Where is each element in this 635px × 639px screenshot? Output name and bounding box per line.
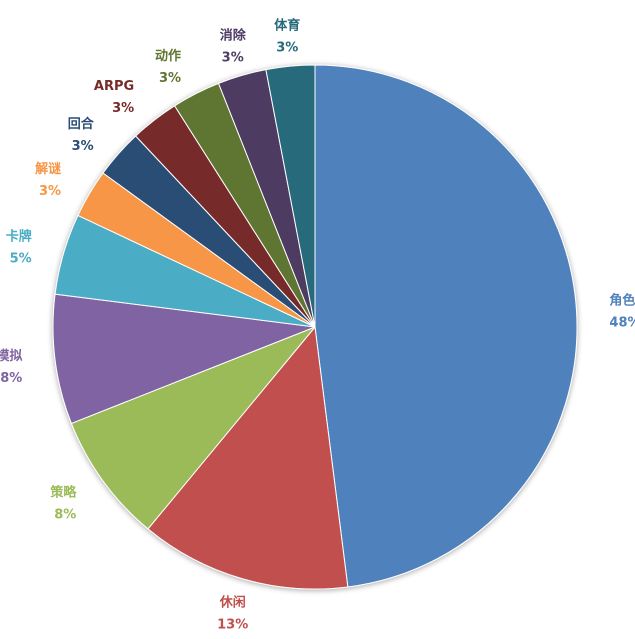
- pie-slice-0: [314, 64, 578, 588]
- pie-slice-label-7: ARPG: [94, 79, 134, 94]
- pie-slice-label-6: 回合: [68, 116, 95, 132]
- pie-slice-value-0: 48%: [609, 315, 635, 330]
- pie-slice-value-8: 3%: [159, 71, 181, 86]
- pie-slice-label-3: 模拟: [0, 348, 22, 364]
- pie-slice-value-10: 3%: [276, 40, 298, 55]
- pie-slice-value-3: 8%: [0, 371, 22, 386]
- pie-slice-10: [265, 64, 316, 328]
- pie-slice-label-5: 解谜: [34, 161, 62, 177]
- pie-slice-value-4: 5%: [10, 252, 32, 267]
- pie-slice-1: [147, 325, 349, 590]
- pie-slice-label-10: 体育: [274, 17, 300, 33]
- pie-slice-value-2: 8%: [54, 507, 76, 522]
- pie-slice-2: [70, 326, 316, 530]
- pie-slice-value-5: 3%: [39, 184, 61, 199]
- pie-slice-label-2: 策略: [50, 484, 77, 500]
- pie-slice-3: [52, 293, 316, 425]
- pie-slice-label-9: 消除: [220, 28, 247, 44]
- pie-slice-value-9: 3%: [222, 51, 244, 66]
- pie-slice-label-8: 动作: [155, 48, 181, 64]
- pie-slice-label-0: 角色: [609, 292, 635, 308]
- pie-slice-label-1: 休闲: [219, 594, 246, 610]
- pie-slice-label-4: 卡牌: [6, 229, 32, 245]
- pie-slice-value-7: 3%: [112, 101, 134, 116]
- pie-slices: [52, 64, 578, 590]
- pie-slice-value-6: 3%: [72, 139, 94, 154]
- pie-labels: 角色 48% 休闲 13% 策略 8% 模拟 8% 卡牌 5% 解谜 3% 回合 3% ARPG 3% 动作 3%…: [0, 17, 635, 632]
- pie-slice-value-1: 13%: [217, 617, 248, 632]
